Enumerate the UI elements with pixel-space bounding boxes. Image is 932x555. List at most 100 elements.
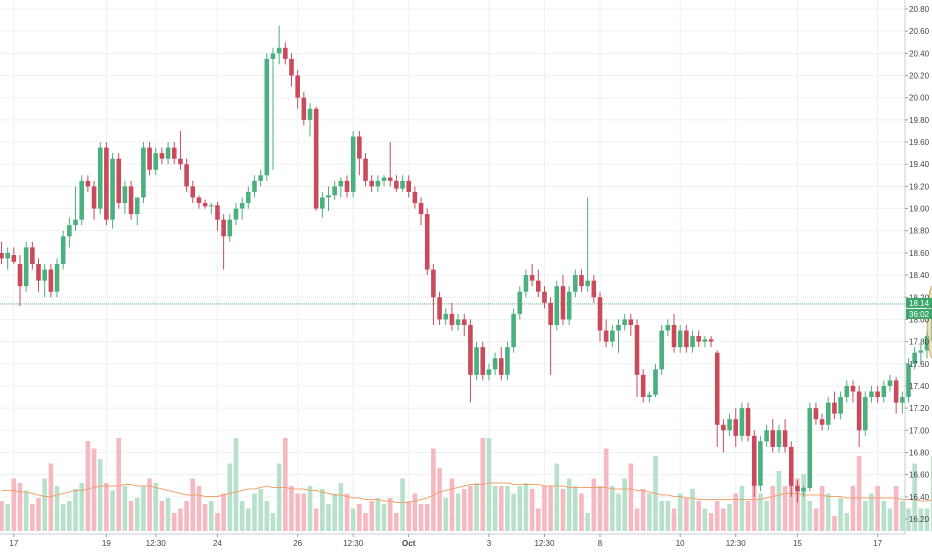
candle[interactable] [721, 419, 726, 452]
candle[interactable] [0, 242, 4, 264]
candle[interactable] [690, 331, 695, 353]
candle[interactable] [252, 175, 257, 197]
candle[interactable] [36, 258, 41, 291]
candle[interactable] [659, 325, 664, 375]
candle[interactable] [197, 195, 202, 208]
candle[interactable] [807, 403, 812, 492]
candle[interactable] [474, 342, 479, 381]
candle[interactable] [369, 175, 374, 192]
candle[interactable] [129, 181, 134, 220]
candle[interactable] [79, 175, 84, 225]
candle[interactable] [345, 175, 350, 197]
candle[interactable] [666, 319, 671, 336]
candle[interactable] [622, 314, 627, 331]
candle[interactable] [604, 319, 609, 347]
candle[interactable] [900, 392, 905, 414]
candle[interactable] [153, 148, 158, 176]
candle[interactable] [376, 175, 381, 192]
candle[interactable] [746, 403, 751, 442]
candle[interactable] [326, 186, 331, 210]
candle[interactable] [382, 175, 387, 186]
candle[interactable] [727, 414, 732, 436]
candle[interactable] [30, 242, 35, 270]
candle[interactable] [536, 270, 541, 298]
candle[interactable] [437, 292, 442, 325]
candle[interactable] [770, 419, 775, 452]
candle[interactable] [221, 214, 226, 269]
candle[interactable] [740, 403, 745, 442]
candle[interactable] [610, 325, 615, 347]
candle[interactable] [184, 159, 189, 192]
candle[interactable] [653, 364, 658, 397]
candle[interactable] [493, 353, 498, 375]
candle[interactable] [592, 275, 597, 303]
candle[interactable] [24, 242, 29, 292]
candle[interactable] [413, 186, 418, 208]
candle[interactable] [851, 380, 856, 402]
candle[interactable] [265, 53, 270, 181]
candles[interactable] [0, 26, 932, 503]
candle[interactable] [443, 308, 448, 325]
candle[interactable] [190, 181, 195, 203]
candle[interactable] [548, 297, 553, 375]
candle[interactable] [308, 103, 313, 136]
candle[interactable] [764, 425, 769, 447]
candle[interactable] [820, 414, 825, 431]
candle[interactable] [203, 200, 208, 209]
candle[interactable] [110, 153, 115, 228]
candle[interactable] [400, 175, 405, 192]
candle[interactable] [888, 375, 893, 392]
candle[interactable] [783, 419, 788, 452]
candle[interactable] [832, 392, 837, 420]
candle[interactable] [55, 258, 60, 297]
candle[interactable] [616, 319, 621, 352]
candle[interactable] [295, 70, 300, 109]
candle[interactable] [777, 425, 782, 453]
candle[interactable] [468, 319, 473, 402]
candle[interactable] [863, 392, 868, 436]
candle[interactable] [141, 142, 146, 203]
candle[interactable] [814, 403, 819, 425]
candle[interactable] [567, 286, 572, 325]
candle[interactable] [351, 131, 356, 198]
candle[interactable] [5, 247, 10, 269]
candle[interactable] [635, 319, 640, 397]
candle[interactable] [826, 397, 831, 430]
candle[interactable] [431, 264, 436, 325]
candle[interactable] [517, 286, 522, 319]
candle[interactable] [92, 181, 97, 220]
candle[interactable] [271, 48, 276, 170]
candle[interactable] [844, 380, 849, 402]
candle[interactable] [857, 386, 862, 447]
candle[interactable] [215, 202, 220, 231]
candle[interactable] [875, 386, 880, 403]
candle[interactable] [61, 231, 66, 270]
candle[interactable] [678, 325, 683, 353]
candle[interactable] [882, 380, 887, 402]
candle[interactable] [246, 186, 251, 208]
candle[interactable] [240, 197, 245, 219]
candle[interactable] [172, 142, 177, 164]
candle[interactable] [320, 192, 325, 218]
candle[interactable] [419, 197, 424, 225]
candle[interactable] [147, 142, 152, 175]
candle[interactable] [258, 170, 263, 187]
candle[interactable] [598, 292, 603, 342]
candle[interactable] [573, 270, 578, 298]
candle[interactable] [641, 369, 646, 402]
candle[interactable] [227, 214, 232, 242]
candle[interactable] [585, 197, 590, 291]
candle[interactable] [505, 342, 510, 381]
candle[interactable] [647, 392, 652, 403]
candle[interactable] [406, 175, 411, 197]
candle[interactable] [339, 178, 344, 198]
candle[interactable] [42, 264, 47, 297]
candle[interactable] [869, 386, 874, 403]
candle[interactable] [561, 275, 566, 325]
candle[interactable] [86, 175, 91, 192]
candle[interactable] [289, 53, 294, 86]
candle[interactable] [838, 392, 843, 420]
candle[interactable] [332, 181, 337, 200]
